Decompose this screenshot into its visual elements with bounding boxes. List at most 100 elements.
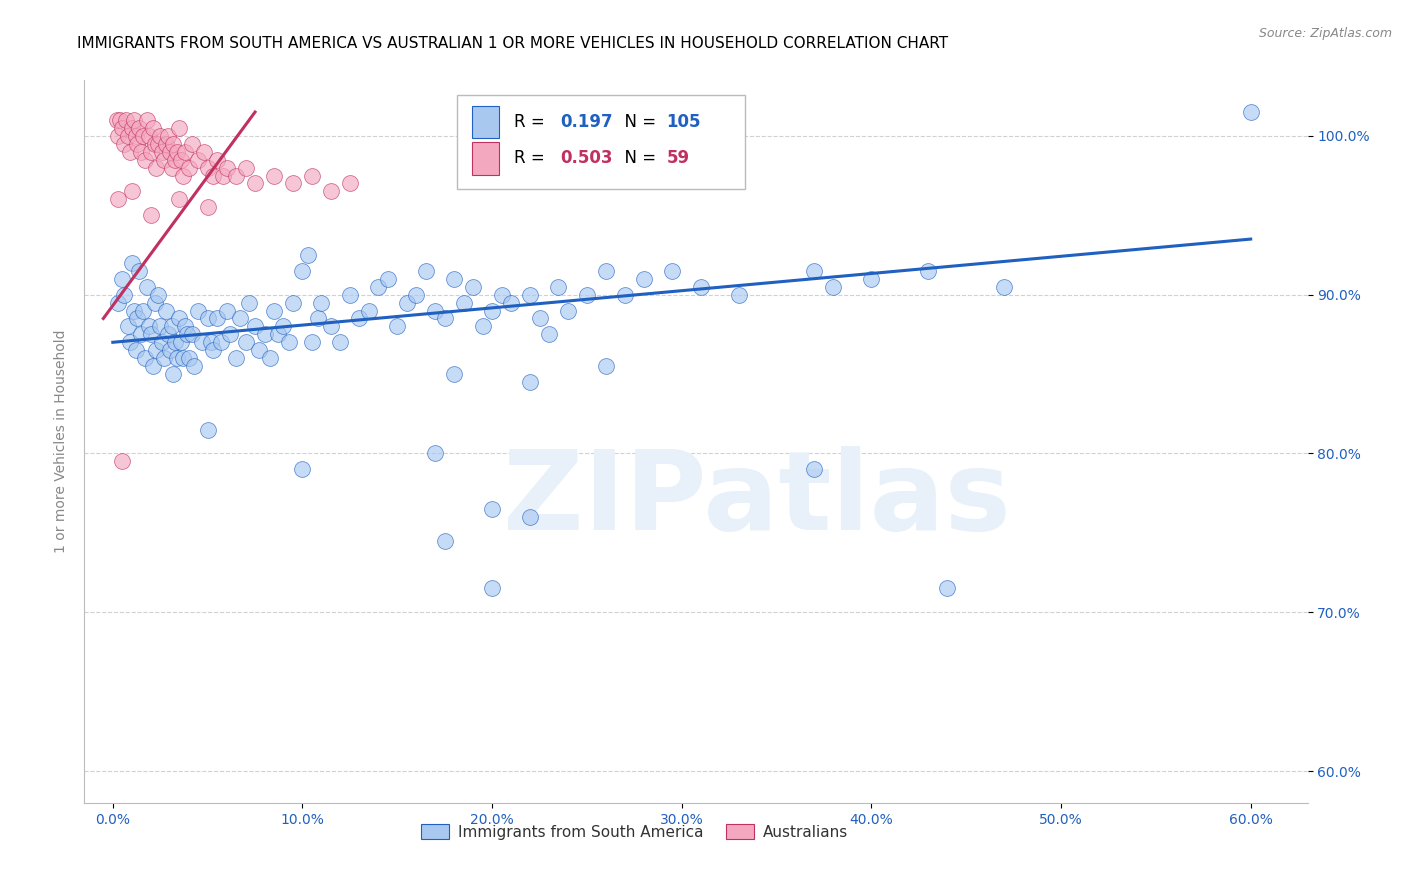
Text: R =: R = — [513, 149, 550, 168]
Point — [121, 185, 143, 199]
Point — [145, 161, 167, 175]
Point — [661, 264, 683, 278]
Point — [267, 327, 290, 342]
Point — [111, 120, 134, 135]
Point — [166, 351, 188, 366]
Point — [453, 295, 475, 310]
Point — [291, 462, 314, 476]
Point — [481, 582, 503, 596]
Point — [122, 303, 145, 318]
Point — [142, 359, 165, 373]
Point — [127, 136, 149, 151]
Point — [278, 335, 301, 350]
Point — [187, 153, 209, 167]
Point — [160, 161, 183, 175]
Point — [143, 295, 166, 310]
Point — [107, 128, 129, 143]
Point — [529, 311, 551, 326]
Point — [165, 153, 187, 167]
Point — [803, 462, 825, 476]
Point — [111, 454, 134, 468]
FancyBboxPatch shape — [472, 106, 499, 138]
Point — [167, 120, 190, 135]
Point — [727, 287, 749, 301]
Point — [139, 145, 162, 159]
Point — [291, 264, 314, 278]
Point — [557, 303, 579, 318]
Point — [215, 303, 238, 318]
Point — [129, 145, 152, 159]
Point — [301, 335, 323, 350]
Text: R =: R = — [513, 113, 550, 131]
Point — [149, 128, 172, 143]
Point — [173, 145, 195, 159]
Point — [107, 193, 129, 207]
Text: 0.197: 0.197 — [560, 113, 613, 131]
Point — [211, 169, 233, 183]
Point — [575, 287, 598, 301]
Point — [425, 303, 447, 318]
Point — [172, 351, 194, 366]
Point — [117, 319, 139, 334]
Point — [215, 161, 238, 175]
Point — [145, 343, 167, 358]
Point — [547, 279, 569, 293]
Point — [177, 161, 200, 175]
Point — [134, 153, 156, 167]
Point — [121, 120, 143, 135]
Point — [107, 295, 129, 310]
Point — [191, 335, 214, 350]
Point — [138, 128, 160, 143]
Point — [377, 272, 399, 286]
Point — [613, 287, 636, 301]
Text: 59: 59 — [666, 149, 690, 168]
Point — [205, 311, 228, 326]
Point — [339, 287, 361, 301]
Point — [193, 145, 215, 159]
Point — [162, 136, 184, 151]
Point — [166, 145, 188, 159]
FancyBboxPatch shape — [472, 142, 499, 175]
Point — [297, 248, 319, 262]
Point — [263, 303, 285, 318]
Text: IMMIGRANTS FROM SOUTH AMERICA VS AUSTRALIAN 1 OR MORE VEHICLES IN HOUSEHOLD CORR: IMMIGRANTS FROM SOUTH AMERICA VS AUSTRAL… — [77, 36, 949, 51]
Point — [155, 136, 177, 151]
Text: 105: 105 — [666, 113, 702, 131]
Point — [197, 200, 219, 214]
Point — [443, 367, 465, 381]
Point — [243, 319, 266, 334]
Point — [823, 279, 845, 293]
Point — [481, 502, 503, 516]
Point — [993, 279, 1015, 293]
Point — [167, 311, 190, 326]
Point — [160, 319, 183, 334]
Point — [367, 279, 389, 293]
Point — [235, 335, 257, 350]
Point — [118, 335, 141, 350]
Point — [238, 295, 260, 310]
Point — [263, 169, 285, 183]
Point — [121, 256, 143, 270]
Point — [143, 136, 166, 151]
Point — [139, 327, 162, 342]
Point — [917, 264, 939, 278]
Text: Source: ZipAtlas.com: Source: ZipAtlas.com — [1258, 27, 1392, 40]
Point — [177, 351, 200, 366]
Point — [803, 264, 825, 278]
Point — [633, 272, 655, 286]
Point — [162, 367, 184, 381]
Point — [165, 335, 187, 350]
Point — [127, 311, 149, 326]
Text: N =: N = — [614, 113, 661, 131]
Point — [172, 169, 194, 183]
Point — [159, 145, 181, 159]
Point — [349, 311, 371, 326]
Point — [415, 264, 437, 278]
Point — [319, 185, 342, 199]
Point — [519, 287, 541, 301]
Point — [537, 327, 560, 342]
Point — [153, 153, 176, 167]
Point — [139, 208, 162, 222]
Point — [425, 446, 447, 460]
Point — [156, 128, 179, 143]
